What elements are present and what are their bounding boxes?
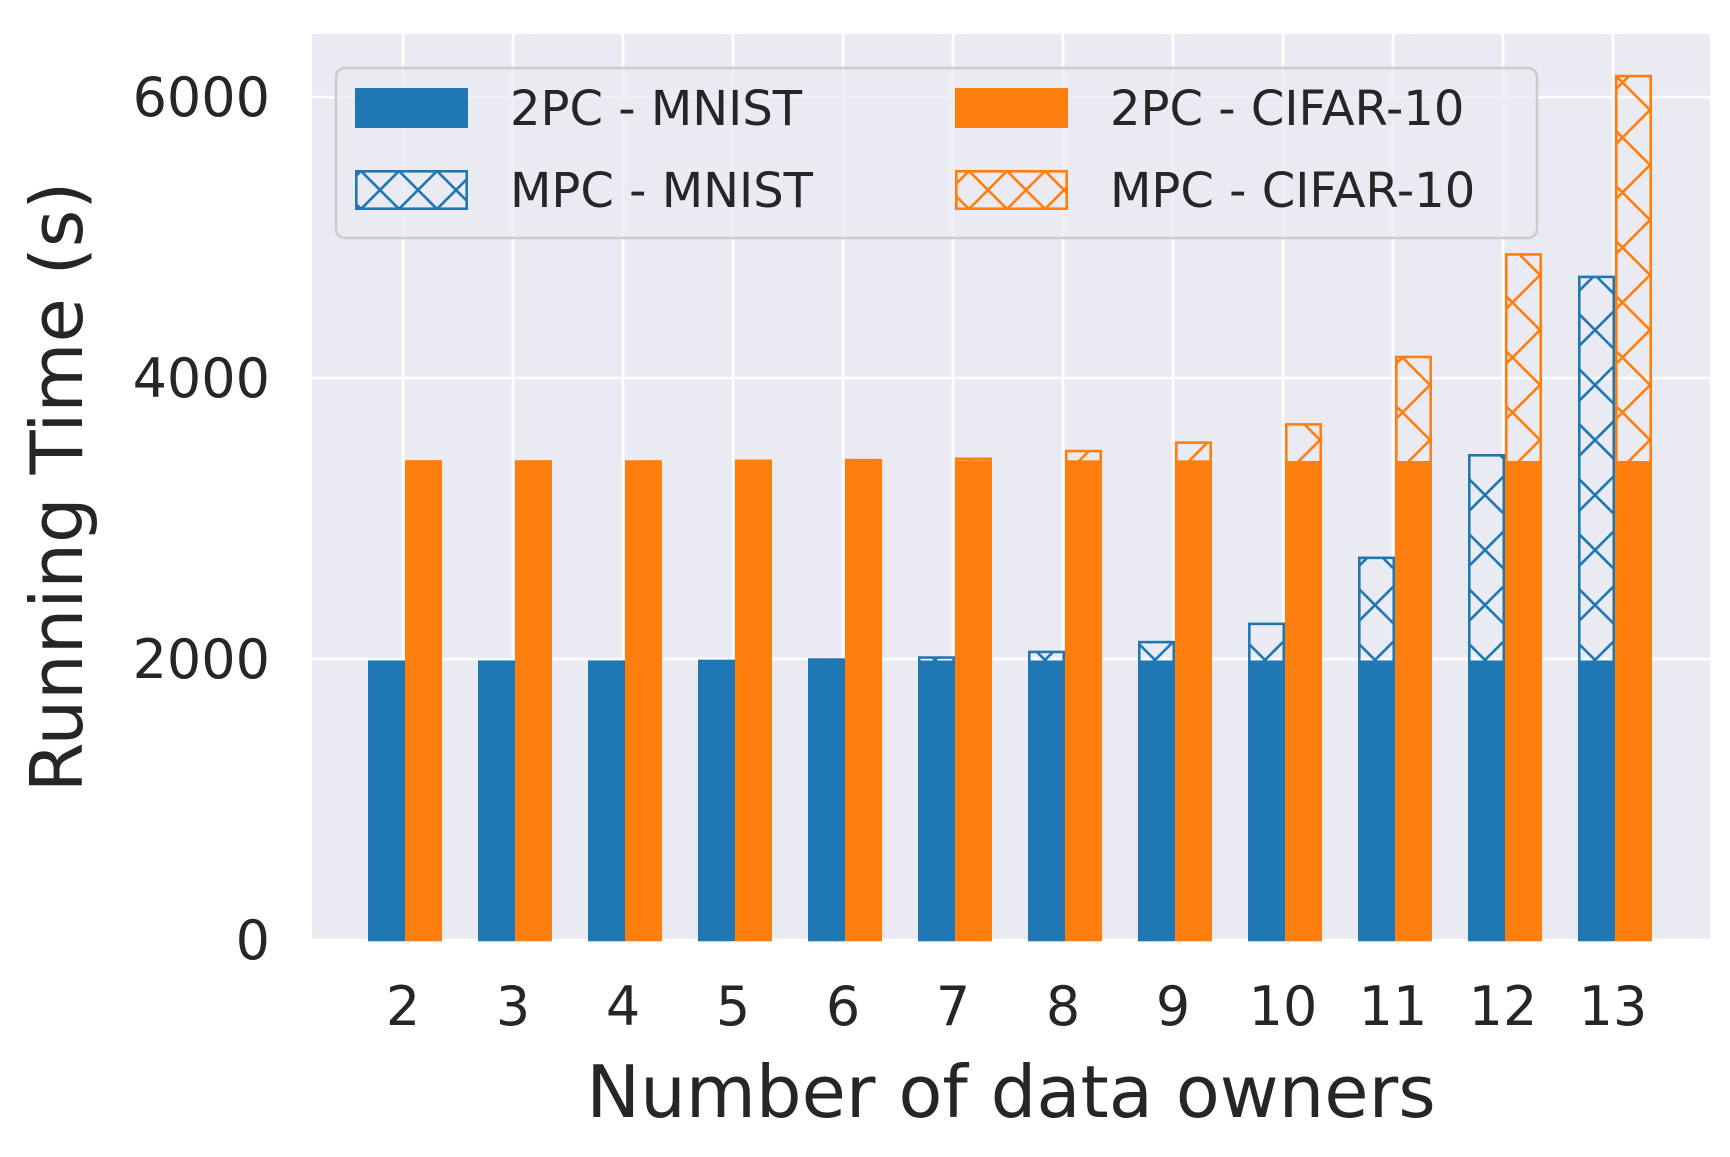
bars [367, 74, 1653, 942]
x-tick-label: 9 [1156, 975, 1190, 1038]
x-tick-label: 8 [1046, 975, 1080, 1038]
legend-frame [334, 66, 1539, 240]
x-axis-title: Number of data owners [586, 1050, 1435, 1134]
bar-2pc-mnist-3 [478, 660, 515, 940]
bar-2pc-mnist-6 [808, 658, 845, 940]
x-tick-label: 11 [1359, 975, 1428, 1038]
y-tick-label: 2000 [133, 628, 270, 691]
bar-2pc-cifar-2 [405, 460, 442, 940]
bar-2pc-cifar-11 [1395, 461, 1432, 940]
bar-2pc-cifar-7 [955, 460, 992, 940]
bar-2pc-mnist-4 [588, 660, 625, 940]
y-tick-labels: 0 2000 4000 6000 [133, 66, 270, 972]
bar-2pc-mnist-10 [1248, 660, 1285, 940]
bar-2pc-cifar-8 [1065, 460, 1102, 940]
bar-2pc-cifar-5 [735, 459, 772, 940]
bar-2pc-mnist-12 [1468, 660, 1505, 940]
bar-2pc-cifar-4 [625, 460, 662, 940]
x-tick-label: 5 [716, 975, 750, 1038]
x-tick-label: 13 [1579, 975, 1648, 1038]
x-tick-label: 2 [386, 975, 420, 1038]
bar-2pc-mnist-8 [1028, 660, 1065, 940]
x-tick-label: 4 [606, 975, 640, 1038]
legend-label: 2PC - CIFAR-10 [1110, 81, 1464, 137]
legend-swatch-cifar-solid [955, 88, 1068, 128]
x-tick-label: 6 [826, 975, 860, 1038]
x-tick-labels: 2 3 4 5 6 7 8 9 10 11 12 13 [386, 975, 1648, 1038]
legend-label: MPC - MNIST [510, 163, 814, 219]
x-tick-label: 12 [1469, 975, 1538, 1038]
bar-2pc-cifar-9 [1175, 460, 1212, 940]
bar-2pc-cifar-10 [1285, 461, 1322, 940]
legend-label: MPC - CIFAR-10 [1110, 163, 1475, 219]
legend-swatch-mnist-solid [355, 88, 468, 128]
bar-2pc-cifar-3 [515, 460, 552, 940]
legend-swatch-mnist-hatched [354, 170, 468, 211]
y-tick-label: 4000 [133, 347, 270, 410]
legend-label: 2PC - MNIST [510, 81, 803, 137]
bar-2pc-cifar-12 [1505, 461, 1542, 940]
bar-2pc-mnist-7 [918, 660, 955, 940]
y-tick-label: 0 [236, 909, 270, 972]
legend-swatch-cifar-hatched [954, 170, 1068, 211]
y-tick-label: 6000 [133, 66, 270, 129]
bar-2pc-cifar-13 [1615, 461, 1652, 940]
x-tick-label: 7 [936, 975, 970, 1038]
bar-2pc-mnist-13 [1578, 660, 1615, 940]
bar-2pc-mnist-9 [1138, 660, 1175, 940]
x-tick-label: 3 [496, 975, 530, 1038]
x-tick-label: 10 [1249, 975, 1318, 1038]
y-axis-title: Running Time (s) [15, 182, 99, 793]
bar-2pc-mnist-5 [698, 659, 735, 940]
bar-2pc-mnist-2 [368, 660, 405, 940]
bar-2pc-mnist-11 [1358, 660, 1395, 940]
legend: 2PC - MNIST 2PC - CIFAR-10 MPC - MNIST MPC … [334, 66, 1539, 240]
bar-2pc-cifar-6 [845, 458, 882, 940]
